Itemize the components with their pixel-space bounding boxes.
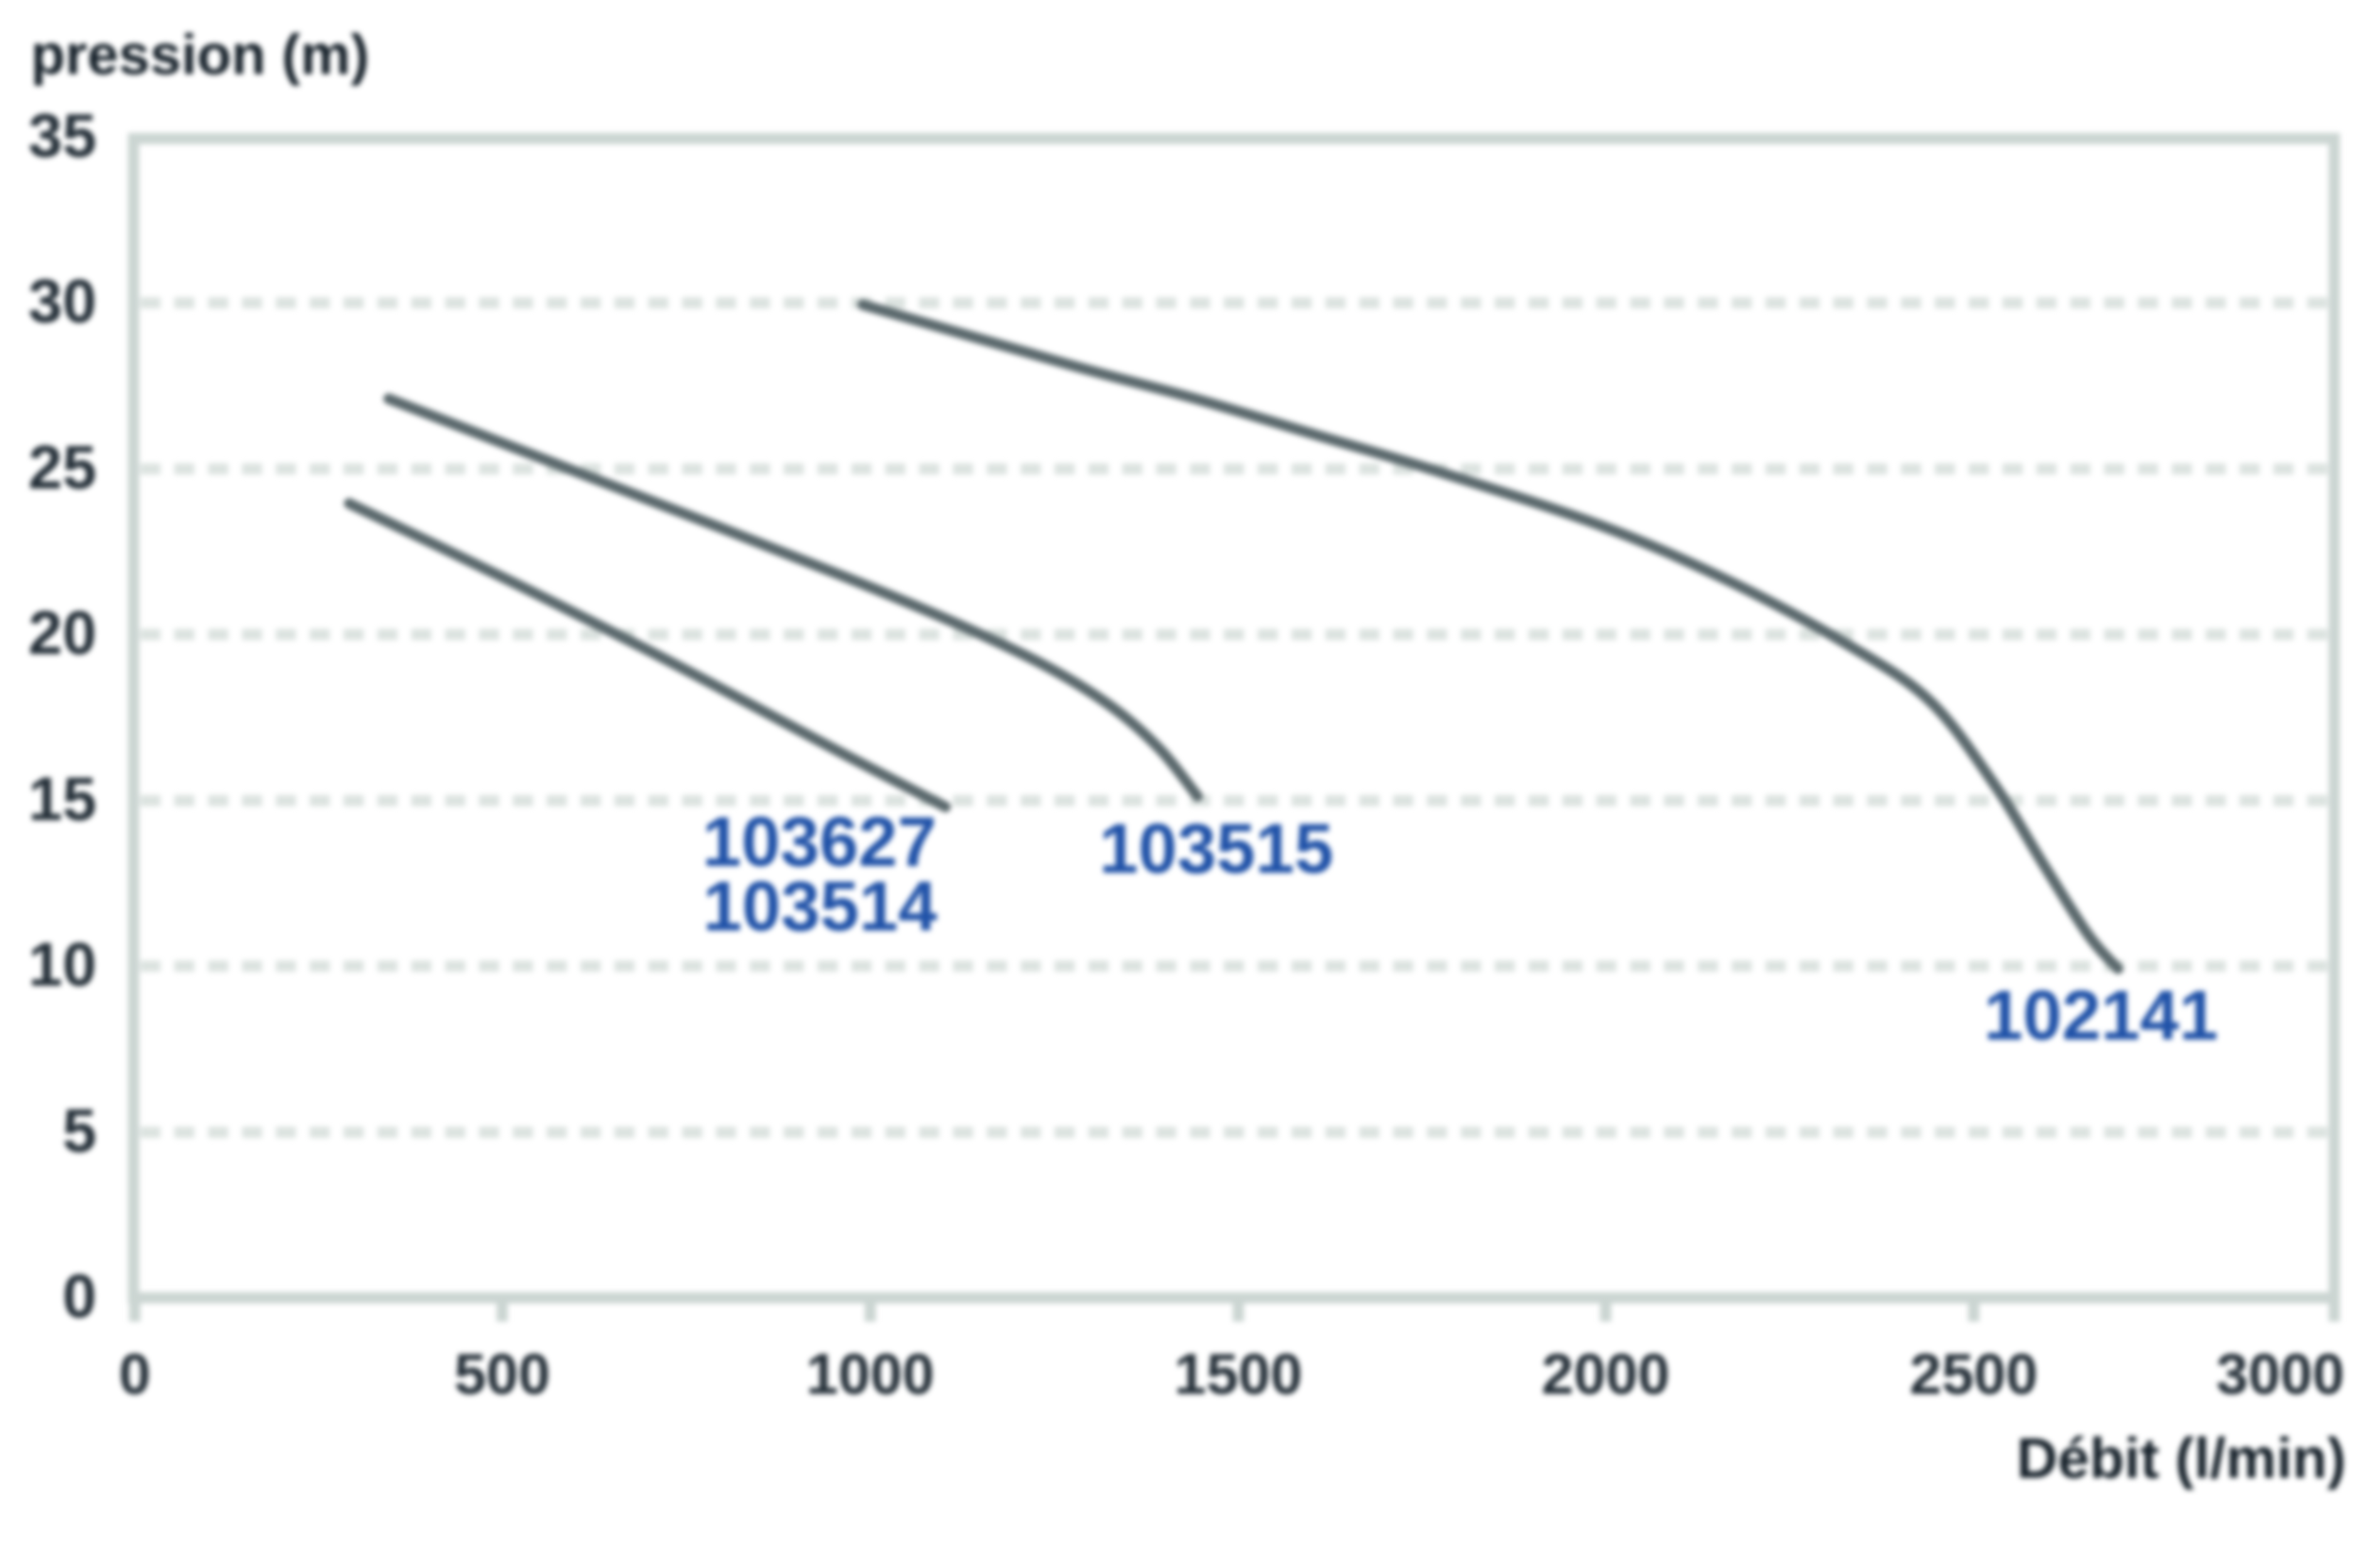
svg-text:15: 15: [28, 764, 97, 833]
svg-text:500: 500: [454, 1342, 550, 1406]
svg-text:Débit (l/min): Débit (l/min): [2016, 1427, 2346, 1490]
svg-text:3000: 3000: [2216, 1342, 2345, 1406]
svg-text:103514: 103514: [703, 867, 937, 945]
svg-text:25: 25: [28, 433, 97, 502]
svg-text:5: 5: [62, 1096, 97, 1165]
svg-text:2000: 2000: [1542, 1342, 1670, 1406]
svg-text:2500: 2500: [1910, 1342, 2038, 1406]
svg-text:0: 0: [62, 1261, 97, 1330]
svg-text:pression (m): pression (m): [31, 24, 369, 87]
svg-text:10: 10: [28, 930, 97, 999]
svg-text:103627: 103627: [702, 802, 937, 881]
svg-text:20: 20: [28, 598, 97, 667]
svg-text:1000: 1000: [806, 1342, 935, 1406]
svg-text:0: 0: [118, 1342, 150, 1406]
svg-text:35: 35: [28, 101, 97, 170]
svg-text:103515: 103515: [1099, 809, 1334, 888]
svg-text:1500: 1500: [1174, 1342, 1303, 1406]
svg-text:102141: 102141: [1984, 976, 2218, 1055]
svg-text:30: 30: [28, 266, 97, 335]
